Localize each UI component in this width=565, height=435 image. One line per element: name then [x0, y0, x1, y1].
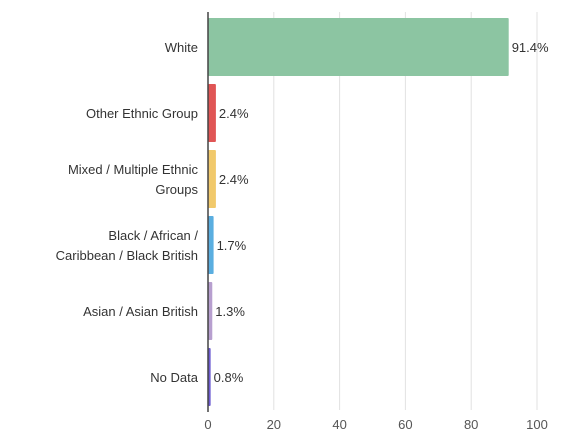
- bar: [208, 84, 216, 142]
- bar: [208, 282, 213, 340]
- bars: [208, 18, 509, 406]
- labels: 0 20 40 60 80 100 91.4% White 2.4% Other Ethnic G…: [56, 40, 549, 432]
- category-label: Black / African / Caribbean / Black Briti…: [56, 228, 199, 263]
- value-label: 1.3%: [215, 304, 245, 319]
- bar: [208, 216, 214, 274]
- bar: [208, 150, 216, 208]
- x-tick-label: 80: [464, 417, 478, 432]
- category-label: White: [165, 40, 198, 55]
- bar: [208, 18, 509, 76]
- x-tick-label: 20: [267, 417, 281, 432]
- value-label: 2.4%: [219, 172, 249, 187]
- category-label: Mixed / Multiple Ethnic Groups: [68, 162, 199, 197]
- value-label: 1.7%: [217, 238, 247, 253]
- category-label: Asian / Asian British: [83, 304, 198, 319]
- value-label: 0.8%: [214, 370, 244, 385]
- value-label: 2.4%: [219, 106, 249, 121]
- x-tick-label: 0: [204, 417, 211, 432]
- value-label: 91.4%: [512, 40, 549, 55]
- x-tick-label: 40: [332, 417, 346, 432]
- x-tick-label: 100: [526, 417, 548, 432]
- category-label: No Data: [150, 370, 198, 385]
- category-label: Other Ethnic Group: [86, 106, 198, 121]
- x-tick-label: 60: [398, 417, 412, 432]
- grid-lines: [273, 12, 538, 410]
